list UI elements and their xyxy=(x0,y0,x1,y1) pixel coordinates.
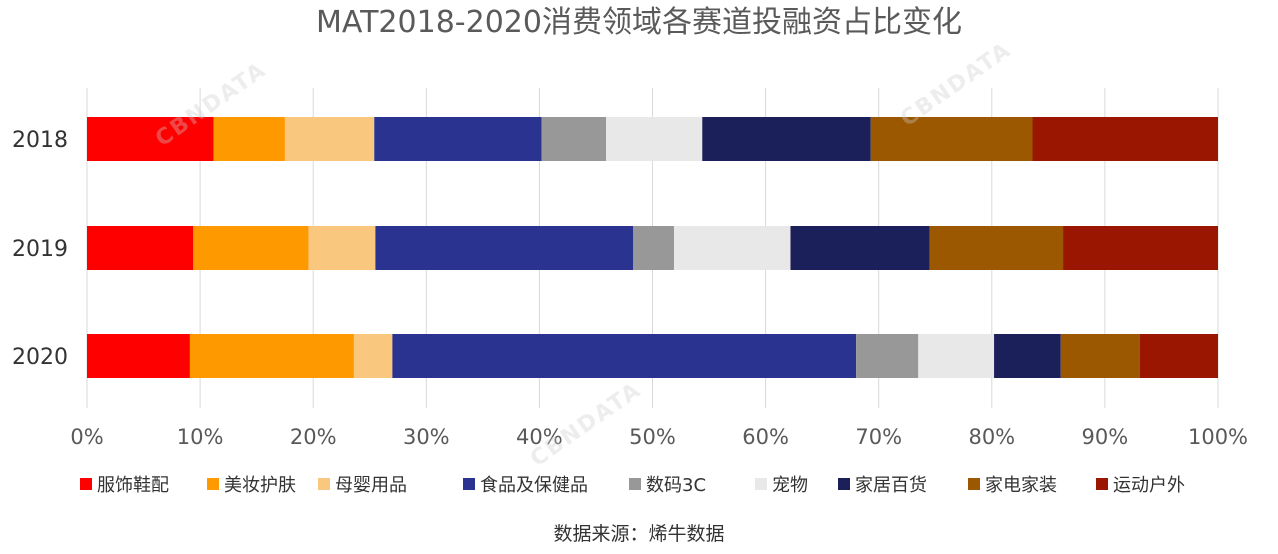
x-tick-labels: 0% 10% 20% 30% 40% 50% 60% 70% 80% 90% 100% xyxy=(70,425,1248,449)
legend-label: 运动户外 xyxy=(1113,475,1185,496)
bar-segment xyxy=(193,226,309,270)
legend-label: 家居百货 xyxy=(855,475,927,496)
x-tick-label: 60% xyxy=(742,425,789,449)
legend-label: 美妆护肤 xyxy=(224,475,296,496)
bar-segment xyxy=(856,334,919,378)
bar-segment xyxy=(870,117,1033,161)
bar-segment xyxy=(541,117,607,161)
legend-label: 宠物 xyxy=(772,475,808,496)
x-tick-label: 40% xyxy=(516,425,563,449)
legend-label: 食品及保健品 xyxy=(480,475,588,496)
bar-segment xyxy=(87,226,194,270)
legend-label: 母婴用品 xyxy=(335,475,407,496)
legend: 服饰鞋配 美妆护肤 母婴用品 食品及保健品 数码3C 宠物 家居百货 家电家装 运动户外 xyxy=(80,475,1185,496)
x-tick-label: 30% xyxy=(403,425,450,449)
bar-segment xyxy=(1139,334,1218,378)
bar-segment xyxy=(87,117,214,161)
category-label: 2019 xyxy=(12,237,68,262)
bar-segment xyxy=(1060,334,1140,378)
bar-segment xyxy=(87,334,190,378)
x-tick-label: 50% xyxy=(629,425,676,449)
bar-segment xyxy=(918,334,995,378)
bar-segment xyxy=(1063,226,1218,270)
bar-segment xyxy=(702,117,871,161)
x-tick-label: 70% xyxy=(855,425,902,449)
bar-segment xyxy=(994,334,1061,378)
bar-segment xyxy=(213,117,285,161)
legend-label: 服饰鞋配 xyxy=(97,475,169,496)
legend-swatch xyxy=(629,478,641,490)
bar-segment xyxy=(284,117,375,161)
x-tick-label: 0% xyxy=(70,425,103,449)
legend-swatch xyxy=(1096,478,1108,490)
category-label: 2018 xyxy=(12,128,68,153)
bar-segment xyxy=(308,226,376,270)
bar-segment xyxy=(929,226,1064,270)
legend-label: 数码3C xyxy=(646,475,706,496)
bar-segment xyxy=(790,226,930,270)
legend-label: 家电家装 xyxy=(985,475,1057,496)
bar-segment xyxy=(633,226,674,270)
x-tick-label: 10% xyxy=(177,425,224,449)
data-source: 数据来源：烯牛数据 xyxy=(553,523,724,545)
chart-title: MAT2018-2020消费领域各赛道投融资占比变化 xyxy=(316,5,962,40)
x-tick-label: 100% xyxy=(1188,425,1248,449)
category-label: 2020 xyxy=(12,345,68,370)
legend-swatch xyxy=(755,478,767,490)
legend-swatch xyxy=(318,478,330,490)
legend-swatch xyxy=(80,478,92,490)
bar-segment xyxy=(375,226,634,270)
legend-swatch xyxy=(968,478,980,490)
bar-segment xyxy=(392,334,857,378)
bar-segment xyxy=(353,334,393,378)
bar-segment xyxy=(189,334,354,378)
x-tick-label: 20% xyxy=(290,425,337,449)
bar-segment xyxy=(606,117,703,161)
legend-swatch xyxy=(838,478,850,490)
x-tick-label: 90% xyxy=(1082,425,1129,449)
x-tick-label: 80% xyxy=(968,425,1015,449)
bar-segment xyxy=(1032,117,1218,161)
category-labels: 2018 2019 2020 xyxy=(12,128,68,370)
legend-swatch xyxy=(207,478,219,490)
bar-segment xyxy=(673,226,791,270)
bar-segment xyxy=(374,117,542,161)
legend-swatch xyxy=(463,478,475,490)
bars xyxy=(87,117,1218,378)
